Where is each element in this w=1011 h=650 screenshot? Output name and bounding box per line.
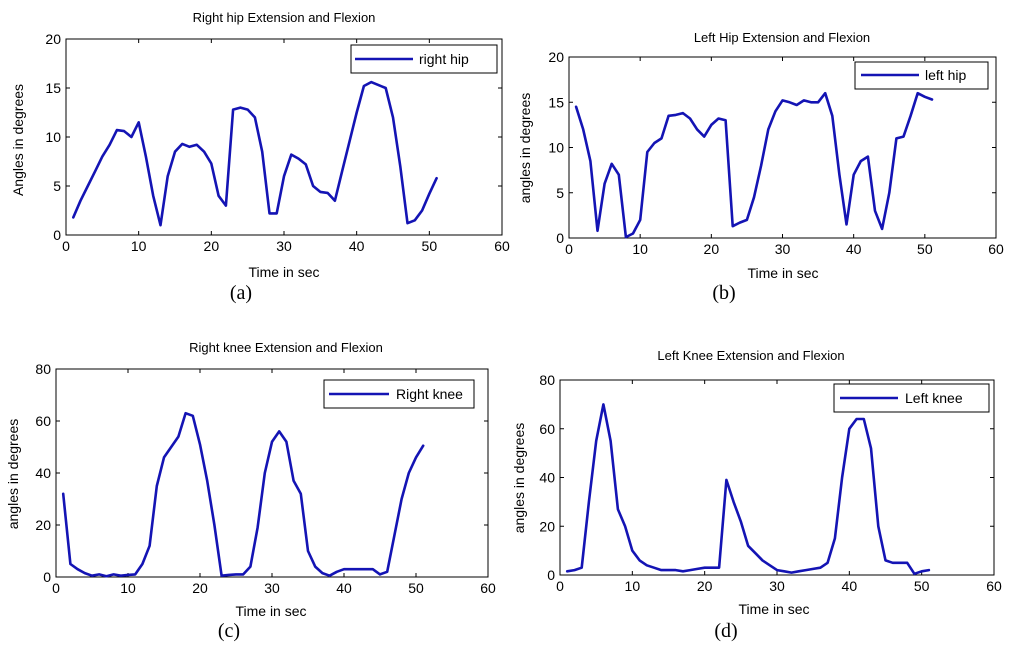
panel-c: Right knee Extension and Flexion 0 10 20 30… [5,340,496,642]
chart-title: Left Hip Extension and Flexion [694,30,870,45]
panel-caption: (b) [712,282,735,304]
y-tick-label: 20 [35,517,51,533]
series-line [574,91,934,239]
panel-d: Left Knee Extension and Flexion 0 10 20 30 4… [511,348,1002,642]
y-tick-label: 60 [35,413,51,429]
y-tick-label: 0 [556,230,564,246]
x-tick-label: 40 [336,580,352,596]
y-tick-label: 10 [45,129,61,145]
legend-label: left hip [925,67,966,83]
x-tick-label: 30 [276,238,292,254]
x-tick-label: 40 [842,578,858,594]
x-tick-label: 20 [192,580,208,596]
y-tick-label: 5 [53,178,61,194]
x-tick-label: 20 [704,241,720,257]
series-line [61,411,425,578]
axis-ticks: 0 10 20 30 40 50 60 0 20 40 60 80 [539,372,1002,594]
y-tick-label: 20 [539,518,555,534]
panel-a: Right hip Extension and Flexion 0 10 20 30 4… [10,10,510,304]
y-tick-label: 80 [35,361,51,377]
x-tick-label: 10 [625,578,641,594]
y-tick-label: 15 [548,94,564,110]
x-tick-label: 40 [846,241,862,257]
y-axis-label: angles in degrees [517,93,533,204]
chart-title: Right hip Extension and Flexion [193,10,376,25]
series-line [72,80,438,227]
x-tick-label: 30 [264,580,280,596]
axis-ticks: 0 10 20 30 40 50 60 0 5 10 15 20 [548,49,1004,257]
x-tick-label: 40 [349,238,365,254]
panel-b: Left Hip Extension and Flexion 0 10 20 30 40… [517,30,1004,304]
x-tick-label: 60 [986,578,1002,594]
x-tick-label: 20 [204,238,220,254]
x-tick-label: 0 [565,241,573,257]
y-tick-label: 80 [539,372,555,388]
x-axis-label: Time in sec [738,601,809,617]
y-tick-label: 15 [45,80,61,96]
y-tick-label: 10 [548,140,564,156]
chart-title: Left Knee Extension and Flexion [657,348,844,363]
legend-label: Left knee [905,390,963,406]
y-axis-label: Angles in degrees [10,84,26,196]
x-tick-label: 10 [131,238,147,254]
y-tick-label: 40 [539,470,555,486]
panel-caption: (c) [218,620,240,642]
panel-caption: (d) [714,620,737,642]
y-tick-label: 20 [45,31,61,47]
x-tick-label: 50 [408,580,424,596]
x-tick-label: 0 [52,580,60,596]
panel-caption: (a) [230,282,252,304]
x-tick-label: 60 [494,238,510,254]
y-axis-label: angles in degrees [511,423,527,534]
x-tick-label: 50 [422,238,438,254]
x-tick-label: 30 [769,578,785,594]
x-axis-label: Time in sec [747,265,818,281]
x-tick-label: 60 [988,241,1004,257]
y-tick-label: 0 [43,569,51,585]
y-tick-label: 0 [547,567,555,583]
x-tick-label: 50 [914,578,930,594]
x-tick-label: 20 [697,578,713,594]
y-tick-label: 40 [35,465,51,481]
series-line [565,403,931,576]
legend-label: Right knee [396,386,463,402]
x-axis-label: Time in sec [248,264,319,280]
x-tick-label: 30 [775,241,791,257]
y-tick-label: 0 [53,227,61,243]
x-tick-label: 0 [556,578,564,594]
y-axis-label: angles in degrees [5,419,21,530]
chart-title: Right knee Extension and Flexion [189,340,383,355]
x-tick-label: 0 [62,238,70,254]
axis-ticks: 0 10 20 30 40 50 60 0 20 40 60 80 [35,361,496,596]
legend-label: right hip [419,51,469,67]
x-axis-label: Time in sec [235,603,306,619]
x-tick-label: 60 [480,580,496,596]
x-tick-label: 50 [917,241,933,257]
axis-ticks: 0 10 20 30 40 50 60 0 5 10 15 20 [45,31,510,254]
y-tick-label: 20 [548,49,564,65]
x-tick-label: 10 [120,580,136,596]
x-tick-label: 10 [632,241,648,257]
y-tick-label: 60 [539,421,555,437]
y-tick-label: 5 [556,185,564,201]
